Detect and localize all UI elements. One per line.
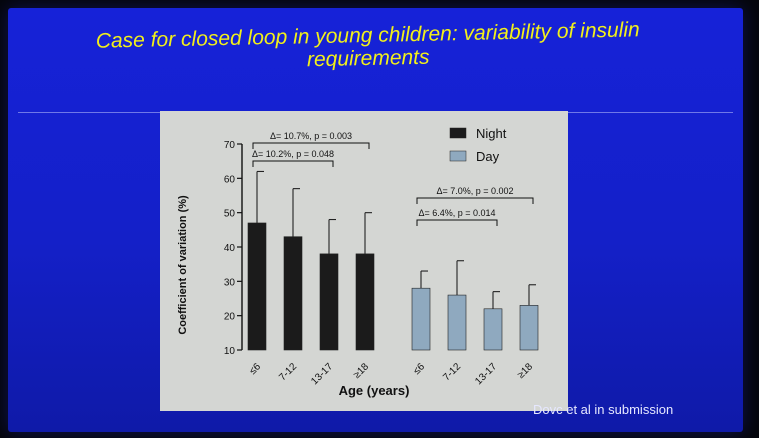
y-tick-label: 60	[224, 174, 236, 185]
x-tick-label: 13-17	[309, 361, 335, 387]
x-tick-label: ≥18	[516, 361, 536, 381]
bar	[283, 236, 303, 351]
x-tick-label: 7-12	[277, 361, 299, 383]
bar	[355, 253, 375, 351]
legend-swatch	[449, 127, 467, 139]
x-tick-label: 13-17	[473, 361, 499, 387]
bar	[483, 308, 503, 351]
significance-bracket	[252, 160, 334, 167]
legend: Night Day	[449, 126, 507, 164]
significance-label: Δ= 7.0%, p = 0.002	[436, 186, 513, 196]
x-tick-label: ≥18	[352, 361, 372, 381]
error-bars	[256, 170, 536, 309]
y-axis: 10 20 30 40 50 60 70	[224, 140, 243, 357]
x-tick-label: 7-12	[441, 361, 463, 383]
y-axis-label: Coefficient of variation (%)	[177, 195, 189, 335]
bar	[411, 287, 431, 351]
x-tick-label: ≤6	[412, 361, 428, 377]
bars	[247, 222, 539, 351]
bar	[519, 305, 539, 351]
significance-brackets: Δ= 10.7%, p = 0.003 Δ= 10.2%, p = 0.048 Δ=…	[252, 131, 534, 226]
bar	[447, 294, 467, 351]
x-tick-label: ≤6	[248, 361, 264, 377]
x-axis-label: Age (years)	[339, 383, 410, 398]
significance-bracket	[416, 219, 498, 226]
legend-label: Night	[476, 126, 507, 141]
significance-bracket	[252, 142, 370, 149]
y-tick-label: 30	[224, 277, 236, 288]
significance-label: Δ= 10.2%, p = 0.048	[252, 149, 334, 159]
y-tick-label: 10	[224, 346, 236, 357]
legend-swatch	[449, 150, 467, 162]
y-tick-label: 50	[224, 209, 236, 220]
y-tick-label: 70	[224, 140, 236, 151]
y-tick-label: 20	[224, 312, 236, 323]
slide-title: Case for closed loop in young children: …	[28, 17, 709, 77]
y-tick-label: 40	[224, 243, 236, 254]
significance-label: Δ= 6.4%, p = 0.014	[418, 208, 495, 218]
significance-bracket	[416, 197, 534, 204]
chart-panel: 10 20 30 40 50 60 70 ≤6 7-12 13-17 ≥18 ≤6 7-12 13-17…	[160, 111, 568, 411]
bar	[247, 222, 267, 351]
significance-label: Δ= 10.7%, p = 0.003	[270, 131, 352, 141]
citation: Dovc et al in submission	[533, 402, 674, 417]
legend-label: Day	[476, 149, 500, 164]
slide: Case for closed loop in young children: …	[8, 8, 743, 432]
bar-chart: 10 20 30 40 50 60 70 ≤6 7-12 13-17 ≥18 ≤6 7-12 13-17…	[177, 126, 539, 398]
bar	[319, 253, 339, 351]
